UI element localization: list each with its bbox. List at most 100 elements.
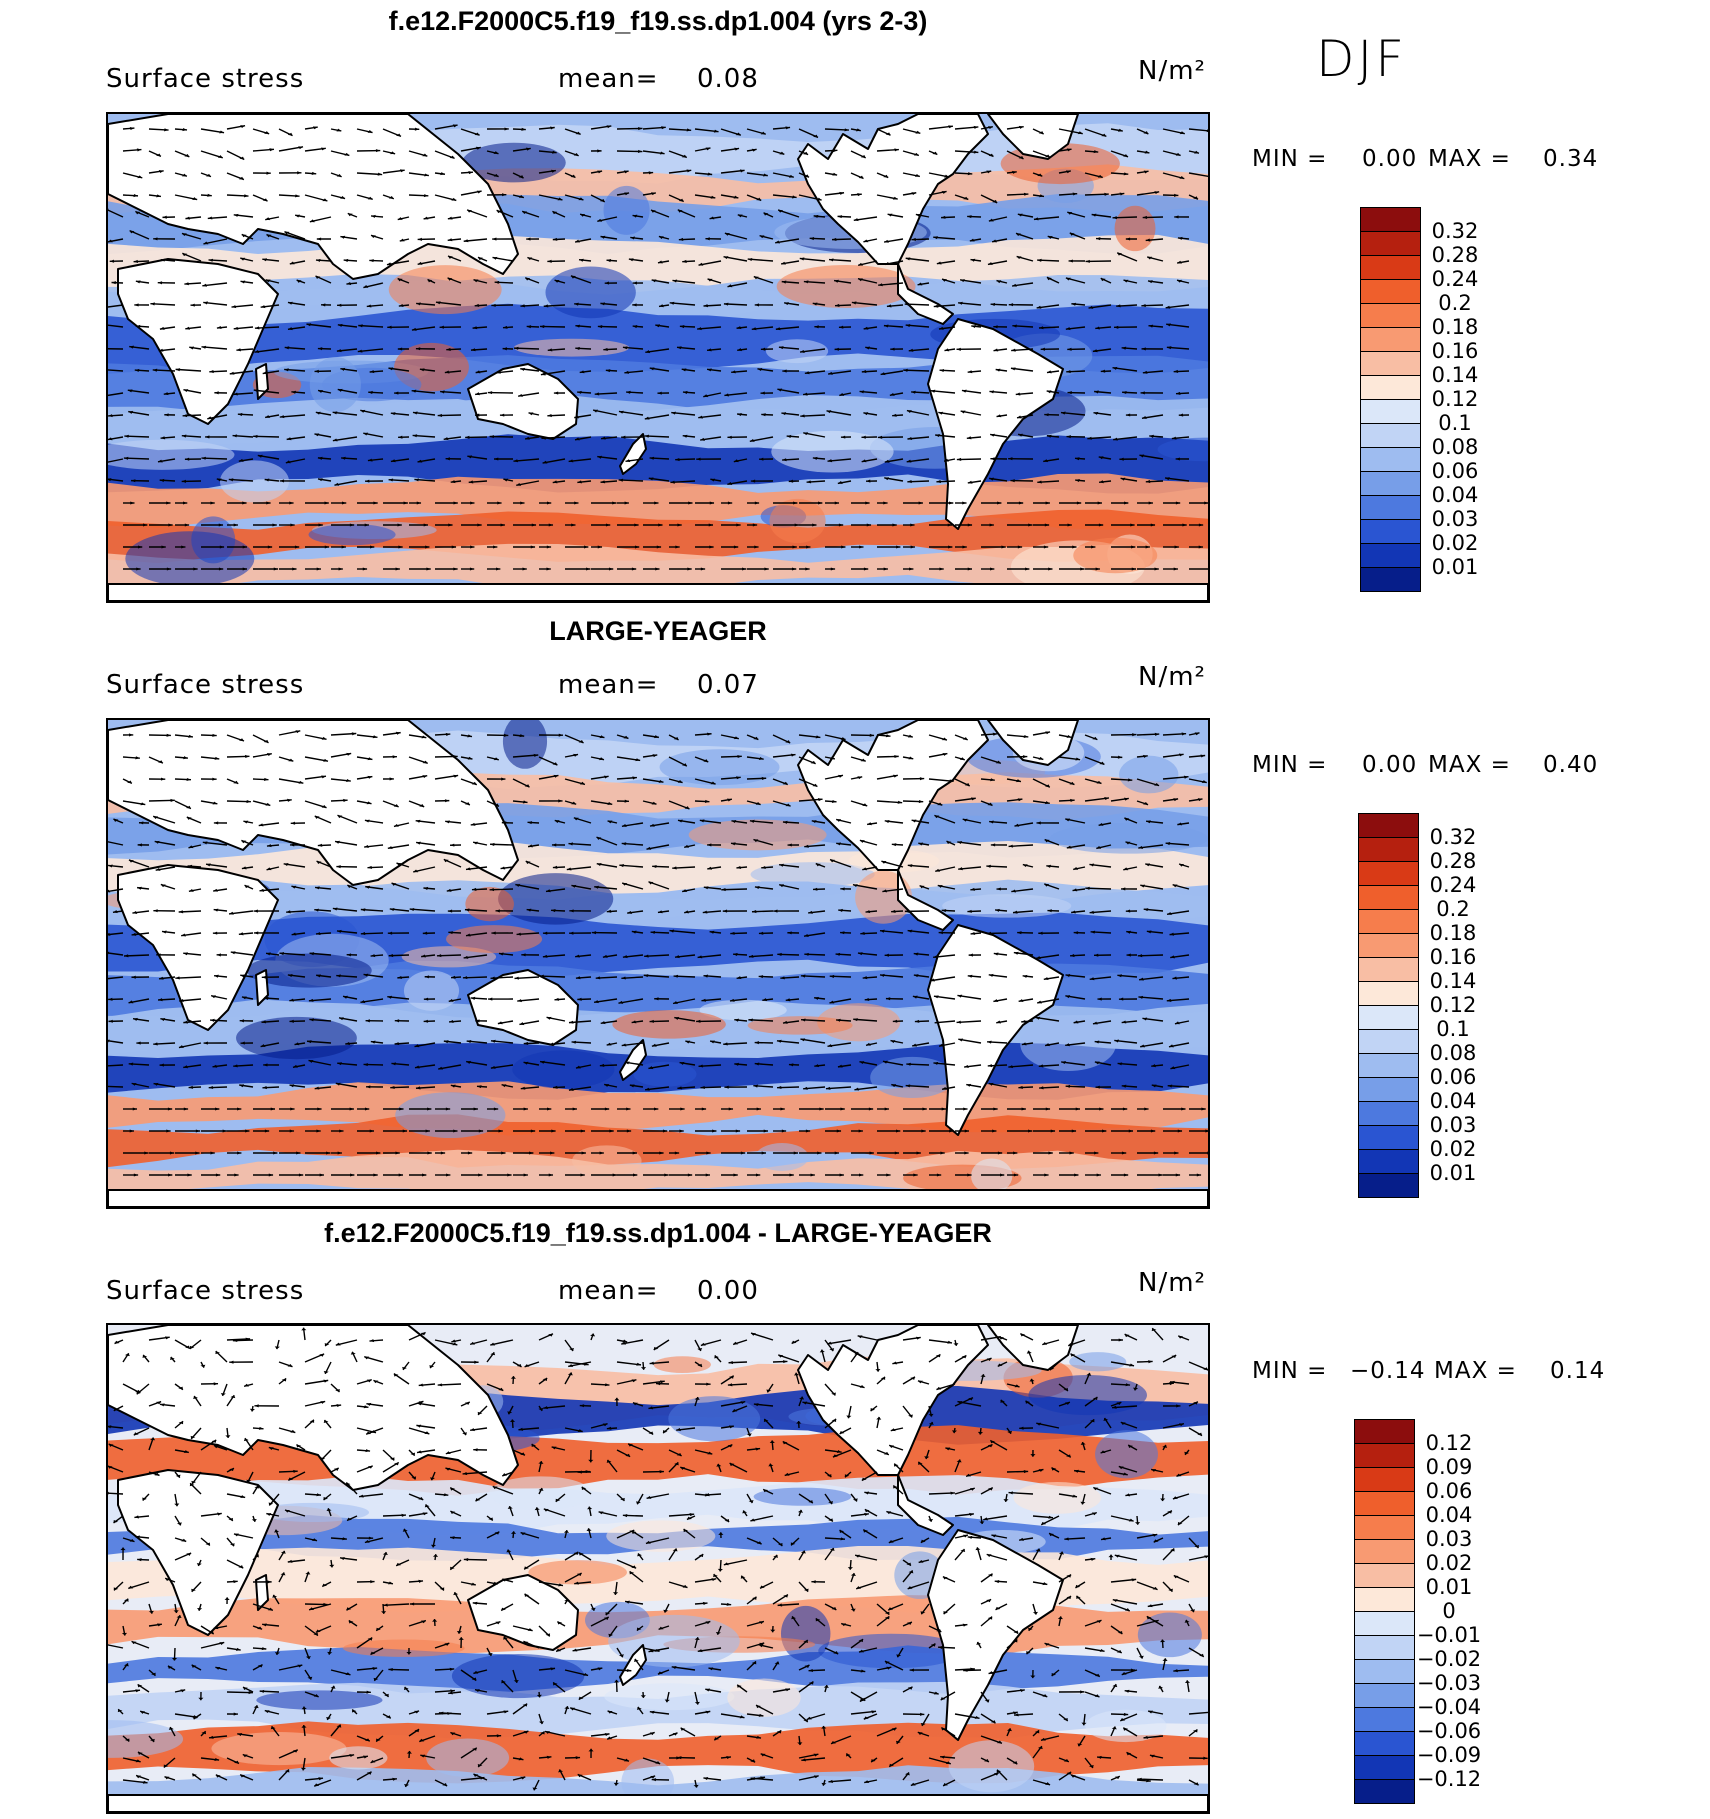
colorbar-swatch	[1358, 1077, 1419, 1102]
panel-3-max-label: MAX =	[1434, 1358, 1517, 1384]
panel-3-units: N/m²	[1138, 1268, 1206, 1298]
map-field	[108, 114, 1208, 601]
colorbar-swatch	[1354, 1539, 1415, 1564]
season-label: DJF	[1316, 30, 1408, 88]
colorbar-swatch	[1360, 567, 1421, 592]
colorbar-swatch	[1358, 1173, 1419, 1198]
colorbar-tick-label: 0.28	[1431, 243, 1479, 267]
colorbar-tick-label: 0.2	[1436, 897, 1470, 921]
panel-3-min-label: MIN =	[1252, 1358, 1328, 1384]
colorbar-tick-label: 0.02	[1429, 1137, 1477, 1161]
colorbar-swatch	[1358, 933, 1419, 958]
colorbar-tick-label: −0.09	[1416, 1743, 1482, 1767]
panel-1-max-label: MAX =	[1428, 146, 1511, 172]
colorbar-swatch	[1354, 1635, 1415, 1660]
colorbar-tick-label: −0.12	[1416, 1767, 1482, 1791]
colorbar-tick-label: 0.06	[1431, 459, 1479, 483]
panel-1-map	[106, 112, 1210, 603]
colorbar-tick-label: −0.03	[1416, 1671, 1482, 1695]
panel-1-max-value: 0.34	[1543, 146, 1599, 172]
colorbar-swatch	[1358, 1101, 1419, 1126]
colorbar-tick-label: −0.02	[1416, 1647, 1482, 1671]
colorbar-tick-label: −0.06	[1416, 1719, 1482, 1743]
colorbar-tick-label: 0.1	[1438, 411, 1472, 435]
panel-1-units: N/m²	[1138, 56, 1206, 86]
colorbar-tick-label: 0.03	[1429, 1113, 1477, 1137]
colorbar-swatch	[1360, 327, 1421, 352]
colorbar-swatch	[1360, 279, 1421, 304]
colorbar-swatch	[1354, 1659, 1415, 1684]
colorbar-swatch	[1358, 981, 1419, 1006]
colorbar-tick-label: 0.14	[1429, 969, 1477, 993]
panel-3-title: f.e12.F2000C5.f19_f19.ss.dp1.004 - LARGE…	[324, 1218, 992, 1248]
colorbar-tick-label: 0.28	[1429, 849, 1477, 873]
panel-1-title: f.e12.F2000C5.f19_f19.ss.dp1.004 (yrs 2-…	[388, 6, 928, 36]
colorbar-swatch	[1360, 399, 1421, 424]
panel-1-variable-label: Surface stress	[106, 64, 305, 94]
colorbar-tick-label: 0.24	[1431, 267, 1479, 291]
panel-3-min-value: −0.14	[1350, 1358, 1426, 1384]
colorbar-swatch	[1358, 861, 1419, 886]
colorbar-tick-label: 0.03	[1425, 1527, 1473, 1551]
panel-2-title: LARGE-YEAGER	[549, 616, 767, 646]
colorbar-tick-label: 0.2	[1438, 291, 1472, 315]
panel-3-variable-label: Surface stress	[106, 1276, 305, 1306]
colorbar-tick-label: 0.01	[1431, 555, 1479, 579]
colorbar-tick-label: 0.1	[1436, 1017, 1470, 1041]
colorbar-tick-label: 0.18	[1431, 315, 1479, 339]
colorbar-tick-label: −0.04	[1416, 1695, 1482, 1719]
colorbar-swatch	[1354, 1563, 1415, 1588]
colorbar-tick-label: 0.06	[1425, 1479, 1473, 1503]
colorbar-tick-label: 0.14	[1431, 363, 1479, 387]
colorbar-tick-label: 0.01	[1429, 1161, 1477, 1185]
colorbar-tick-label: 0.03	[1431, 507, 1479, 531]
panel-3-map	[106, 1323, 1210, 1814]
colorbar-tick-label: 0	[1442, 1599, 1456, 1623]
panel-1-mean-value: 0.08	[697, 64, 759, 94]
colorbar-tick-label: 0.02	[1431, 531, 1479, 555]
colorbar-tick-label: 0.32	[1431, 219, 1479, 243]
colorbar-tick-label: 0.04	[1425, 1503, 1473, 1527]
colorbar-swatch	[1354, 1707, 1415, 1732]
panel-3-mean-label: mean=	[558, 1276, 659, 1306]
colorbar-tick-label: 0.32	[1429, 825, 1477, 849]
panel-2-max-label: MAX =	[1428, 752, 1511, 778]
panel-1-mean-label: mean=	[558, 64, 659, 94]
colorbar-swatch	[1358, 957, 1419, 982]
panel-1-min-label: MIN =	[1252, 146, 1328, 172]
panel-3-mean-value: 0.00	[697, 1276, 759, 1306]
colorbar-tick-label: 0.09	[1425, 1455, 1473, 1479]
panel-3-max-value: 0.14	[1550, 1358, 1606, 1384]
colorbar-tick-label: 0.08	[1431, 435, 1479, 459]
panel-2-min-value: 0.00	[1362, 752, 1418, 778]
colorbar-swatch	[1354, 1587, 1415, 1612]
map-field	[108, 1325, 1208, 1812]
panel-2-variable-label: Surface stress	[106, 670, 305, 700]
colorbar-tick-label: −0.01	[1416, 1623, 1482, 1647]
colorbar-tick-label: 0.06	[1429, 1065, 1477, 1089]
colorbar-swatch	[1354, 1443, 1415, 1468]
panel-2-max-value: 0.40	[1543, 752, 1599, 778]
colorbar-swatch	[1354, 1491, 1415, 1516]
colorbar-tick-label: 0.08	[1429, 1041, 1477, 1065]
panel-1-min-value: 0.00	[1362, 146, 1418, 172]
panel-2-units: N/m²	[1138, 662, 1206, 692]
colorbar-tick-label: 0.16	[1431, 339, 1479, 363]
colorbar-tick-label: 0.24	[1429, 873, 1477, 897]
panel-2-map	[106, 718, 1210, 1209]
panel-2-min-label: MIN =	[1252, 752, 1328, 778]
colorbar-tick-label: 0.02	[1425, 1551, 1473, 1575]
colorbar-tick-label: 0.04	[1429, 1089, 1477, 1113]
colorbar-swatch	[1358, 813, 1419, 838]
colorbar-tick-label: 0.12	[1429, 993, 1477, 1017]
colorbar-swatch	[1354, 1779, 1415, 1804]
colorbar-tick-label: 0.01	[1425, 1575, 1473, 1599]
colorbar-tick-label: 0.12	[1425, 1431, 1473, 1455]
colorbar-tick-label: 0.04	[1431, 483, 1479, 507]
panel-2-mean-label: mean=	[558, 670, 659, 700]
colorbar-swatch	[1354, 1755, 1415, 1780]
map-field	[108, 720, 1208, 1207]
colorbar-tick-label: 0.16	[1429, 945, 1477, 969]
colorbar-tick-label: 0.12	[1431, 387, 1479, 411]
colorbar-swatch	[1360, 495, 1421, 520]
